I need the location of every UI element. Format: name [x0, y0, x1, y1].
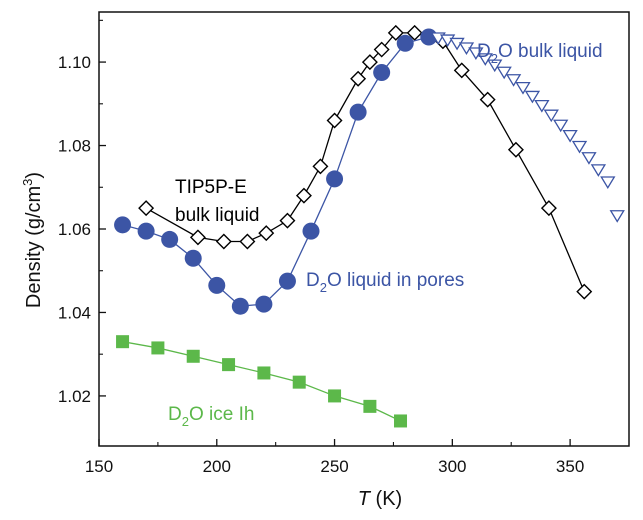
data-point	[189, 229, 206, 246]
data-point	[151, 341, 165, 355]
data-point	[257, 366, 271, 380]
data-point	[453, 62, 470, 79]
data-point	[350, 70, 367, 87]
data-point	[406, 24, 423, 41]
annotation-d2o-ice: D2O ice Ih	[168, 404, 254, 429]
series-diamond-open	[138, 24, 593, 300]
data-point	[534, 99, 550, 113]
data-point	[571, 140, 588, 154]
data-point	[505, 74, 522, 87]
data-point	[477, 53, 493, 66]
annotation-d2o-bulk: D2O bulk liquid	[477, 41, 603, 66]
data-point	[239, 233, 256, 250]
data-point	[394, 414, 408, 428]
x-tick-label: 250	[320, 457, 348, 476]
series-square-filled	[116, 335, 408, 428]
data-point	[215, 233, 232, 250]
data-point	[524, 90, 541, 104]
series-line	[145, 32, 585, 292]
data-point	[590, 164, 607, 177]
data-point	[361, 54, 378, 71]
data-point	[373, 41, 390, 58]
data-point	[439, 34, 456, 48]
data-point	[600, 176, 616, 189]
data-point	[543, 109, 559, 123]
plot-layer	[114, 24, 625, 428]
data-point	[258, 225, 275, 242]
series-triangle-down-open	[430, 32, 625, 223]
y-tick-label: 1.04	[58, 303, 91, 322]
data-point	[562, 129, 578, 143]
y-tick-label: 1.08	[58, 137, 91, 156]
data-point	[349, 103, 367, 121]
data-point	[479, 91, 496, 108]
data-point	[328, 389, 342, 403]
data-point	[581, 152, 597, 165]
data-point	[576, 283, 593, 300]
x-tick-label: 300	[438, 457, 466, 476]
x-tick-label: 350	[556, 457, 584, 476]
y-tick-label: 1.10	[58, 53, 91, 72]
data-point	[363, 399, 377, 413]
data-point	[302, 222, 320, 240]
data-point	[279, 212, 296, 229]
x-tick-label: 200	[203, 457, 231, 476]
data-point	[255, 295, 273, 313]
data-point	[222, 358, 236, 372]
data-point	[138, 200, 155, 217]
data-point	[116, 335, 130, 349]
data-point	[487, 59, 503, 73]
data-point	[387, 24, 404, 41]
y-tick-label: 1.02	[58, 387, 91, 406]
data-point	[278, 272, 296, 290]
series-circle-filled	[114, 28, 438, 315]
x-tick-label: 150	[85, 457, 113, 476]
data-point	[295, 187, 312, 204]
data-point	[326, 170, 344, 188]
annotation-d2o-pores: D2O liquid in pores	[306, 270, 464, 295]
data-point	[137, 222, 155, 240]
data-point	[186, 349, 200, 363]
data-point	[609, 210, 625, 223]
data-point	[161, 230, 179, 248]
ticks-layer: 150 200 250 300 350 1.02 1.04 1.06 1.08 1.10	[58, 19, 584, 476]
data-point	[114, 216, 132, 234]
data-point	[553, 119, 569, 133]
data-point	[540, 200, 557, 217]
data-point	[496, 66, 512, 80]
annotation-tip5pe-bulk: bulk liquid	[175, 205, 260, 226]
data-point	[507, 141, 524, 158]
data-point	[312, 158, 329, 175]
data-point	[208, 276, 226, 294]
y-tick-label: 1.06	[58, 220, 91, 239]
y-axis-label: Density (g/cm3)	[20, 172, 45, 308]
data-point	[292, 375, 306, 389]
data-point	[326, 112, 343, 129]
x-axis-label: T (K)	[358, 488, 402, 510]
data-point	[396, 34, 414, 52]
annotation-tip5pe: TIP5P-E	[175, 177, 247, 198]
data-point	[515, 82, 531, 95]
data-point	[231, 297, 249, 315]
data-point	[184, 249, 202, 267]
data-point	[373, 64, 391, 82]
